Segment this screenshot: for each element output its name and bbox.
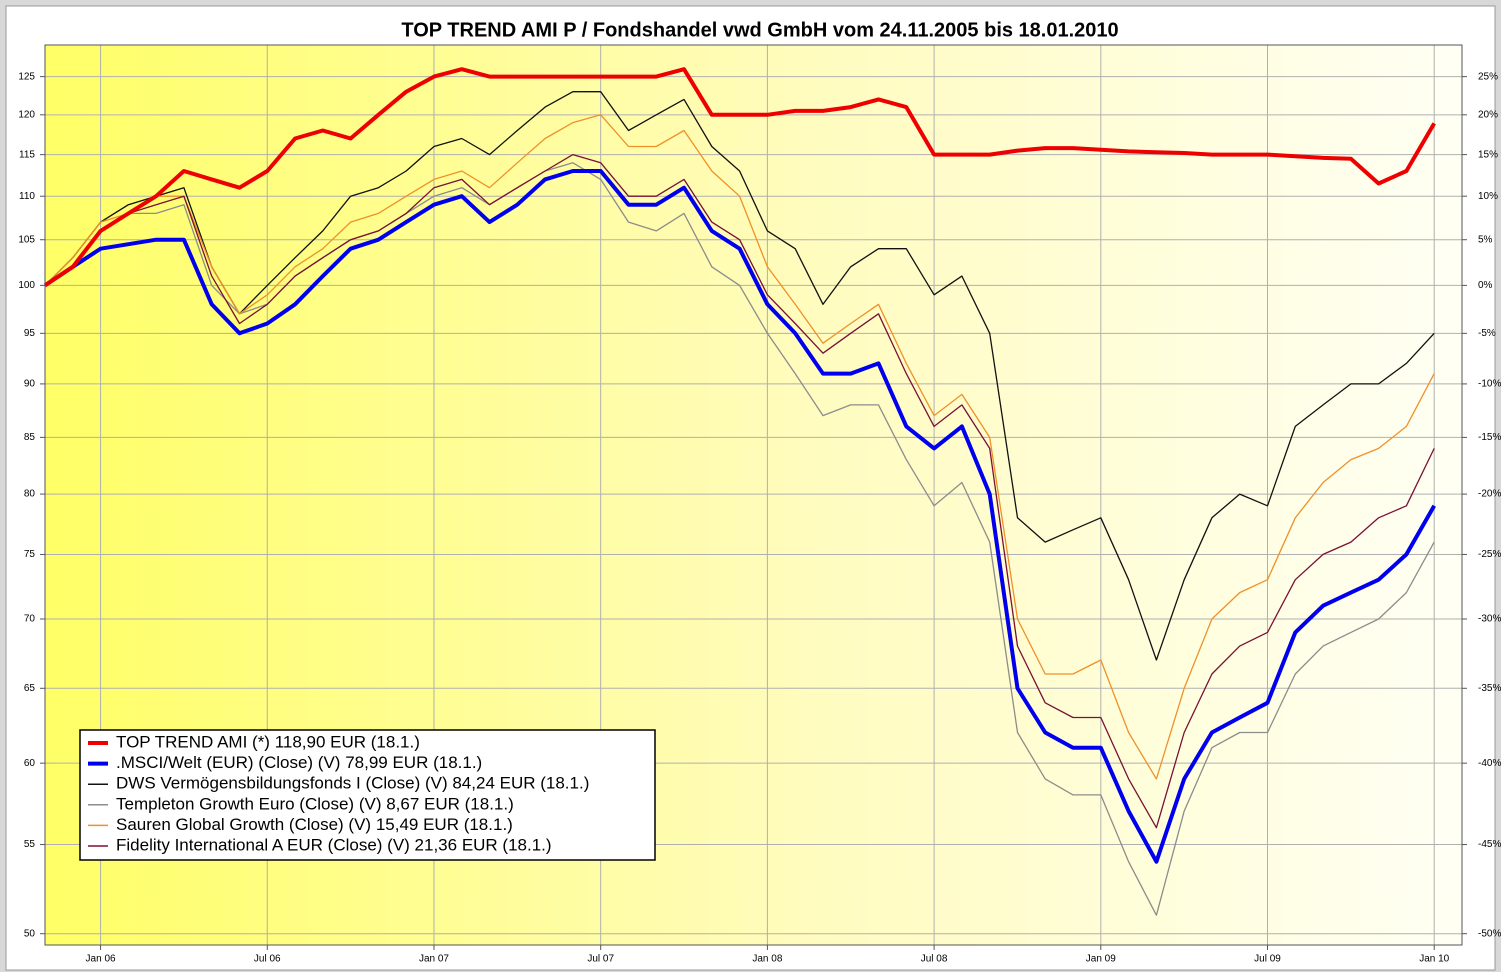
legend-label: TOP TREND AMI (*) 118,90 EUR (18.1.) <box>116 732 420 751</box>
y2-tick-label: 20% <box>1478 109 1498 120</box>
y2-tick-label: -5% <box>1478 328 1496 339</box>
plot-border <box>44 44 1463 946</box>
x-tick-label: Jul 08 <box>921 954 948 965</box>
y-tick-label: 50 <box>24 928 36 939</box>
y-tick-label: 125 <box>18 71 35 82</box>
legend-label: .MSCI/Welt (EUR) (Close) (V) 78,99 EUR (… <box>116 753 482 772</box>
x-tick-label: Jul 09 <box>1254 954 1281 965</box>
legend-label: Fidelity International A EUR (Close) (V)… <box>116 835 552 854</box>
y2-tick-label: 0% <box>1478 280 1493 291</box>
x-tick-label: Jan 08 <box>752 954 782 965</box>
y2-tick-label: -40% <box>1478 758 1501 769</box>
y-tick-label: 60 <box>24 758 36 769</box>
y-tick-label: 100 <box>18 280 35 291</box>
y-tick-label: 90 <box>24 379 36 390</box>
y2-tick-label: 25% <box>1478 71 1498 82</box>
x-tick-label: Jan 07 <box>419 954 449 965</box>
y2-tick-label: -10% <box>1478 379 1501 390</box>
y2-tick-label: -20% <box>1478 489 1501 500</box>
series-line <box>44 91 1435 661</box>
x-tick-label: Jan 09 <box>1086 954 1116 965</box>
y-tick-label: 105 <box>18 234 35 245</box>
y-tick-label: 110 <box>19 191 35 202</box>
series-line <box>43 169 1436 864</box>
x-tick-label: Jan 10 <box>1419 954 1449 965</box>
y-tick-label: 120 <box>18 109 35 120</box>
legend-label: DWS Vermögensbildungsfonds I (Close) (V)… <box>116 774 589 793</box>
series-line <box>44 114 1435 780</box>
y-tick-label: 70 <box>24 614 36 625</box>
y-tick-label: 65 <box>24 683 36 694</box>
y-tick-label: 115 <box>19 149 35 160</box>
y2-tick-label: -45% <box>1478 839 1501 850</box>
y2-tick-label: 5% <box>1478 234 1493 245</box>
y-tick-label: 80 <box>24 489 36 500</box>
y-tick-label: 75 <box>24 549 36 560</box>
y2-tick-label: 15% <box>1478 149 1498 160</box>
y2-tick-label: -25% <box>1478 549 1501 560</box>
series-line <box>44 153 1435 829</box>
x-tick-label: Jan 06 <box>86 954 116 965</box>
legend-label: Templeton Growth Euro (Close) (V) 8,67 E… <box>116 794 514 813</box>
y2-tick-label: -50% <box>1478 928 1501 939</box>
y2-tick-label: -35% <box>1478 683 1501 694</box>
legend-box <box>79 729 656 861</box>
x-tick-label: Jul 06 <box>254 954 281 965</box>
y2-tick-label: 10% <box>1478 191 1498 202</box>
y2-tick-label: -15% <box>1478 432 1501 443</box>
y2-tick-label: -30% <box>1478 614 1501 625</box>
x-tick-label: Jul 07 <box>587 954 614 965</box>
y-tick-label: 55 <box>24 839 36 850</box>
series-line <box>43 67 1436 288</box>
y-tick-label: 95 <box>24 328 36 339</box>
chart-title: TOP TREND AMI P / Fondshandel vwd GmbH v… <box>401 19 1118 41</box>
y-tick-label: 85 <box>24 432 36 443</box>
legend-label: Sauren Global Growth (Close) (V) 15,49 E… <box>116 815 513 834</box>
